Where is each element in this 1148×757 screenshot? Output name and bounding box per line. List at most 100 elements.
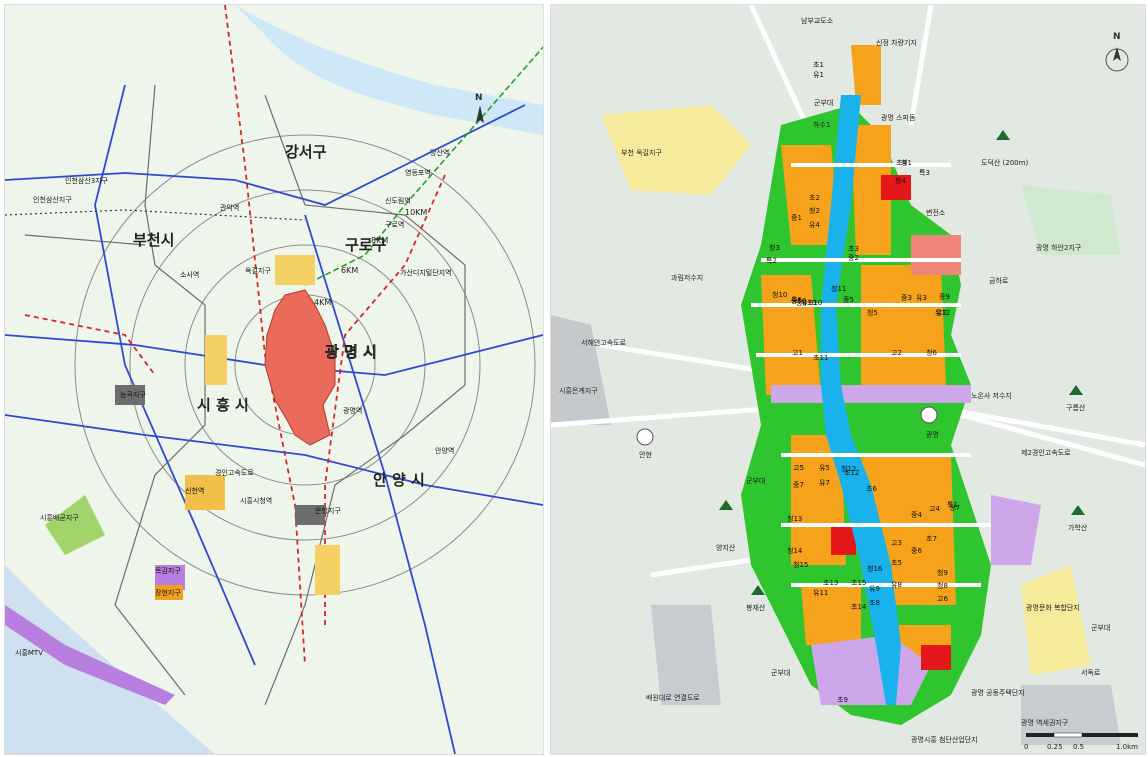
ring-10km [74, 134, 536, 596]
place-label: 금하로 [989, 276, 1009, 285]
highway-1 [5, 104, 526, 206]
place-label: 배원대로 연결도로 [646, 693, 700, 702]
place-label: 소사역 [180, 270, 199, 279]
lot-label: 고6 [937, 595, 948, 603]
place-label: 광명 스피돔 [881, 113, 916, 122]
place-label: 장현지구 [155, 588, 181, 597]
scale-bar: 0 0.25 0.5 1.0km [1024, 732, 1138, 751]
mountain-markers [719, 130, 1085, 595]
scale-segment [1053, 732, 1083, 738]
block-commercial-south [921, 645, 951, 670]
lot-label: 유7 [819, 479, 830, 487]
block-commercial-mid [831, 525, 856, 555]
block-res-2 [851, 125, 891, 255]
lot-label: 중2 [848, 254, 859, 262]
place-label: 구로역 [385, 220, 404, 229]
north-label: N [475, 93, 483, 103]
rail-line-1 [5, 209, 306, 221]
place-label: 신도림역 [385, 196, 411, 205]
development-districts [5, 255, 340, 705]
sea-area [5, 565, 215, 754]
lot-label: 유5 [819, 464, 830, 472]
place-label: 은행지구 [315, 506, 341, 515]
lot-label: 중5 [843, 296, 854, 304]
district-gwangmyeong-1 [295, 505, 325, 525]
rail-green-line [304, 46, 543, 286]
lot-label: 유9 [869, 585, 880, 593]
lot-label: 고5 [793, 464, 804, 472]
road-northeast [908, 5, 934, 126]
mountain-icon [751, 585, 765, 595]
place-label: 목감지구 [155, 566, 181, 575]
district-label-bucheon: 부천시 [133, 231, 174, 249]
lot-label: 청8 [937, 582, 948, 590]
place-label: 노온사 저수지 [971, 391, 1012, 400]
mountain-icon [719, 500, 733, 510]
district-siheung-4 [115, 385, 145, 405]
place-label: 관악역 [220, 203, 239, 212]
place-label: 가학산 [1068, 523, 1088, 532]
place-label: 옥길지구 [245, 266, 271, 275]
lot-label: 유12 [935, 309, 950, 317]
block-mixed-center [771, 385, 971, 403]
place-label: 광명역 [343, 406, 362, 415]
place-label: 시흥시청역 [240, 496, 272, 505]
block-res-4 [861, 265, 946, 385]
lot-label: 고2 [891, 349, 902, 357]
place-label: 시흥은계지구 [559, 386, 598, 395]
lot-label: 청2 [809, 207, 820, 215]
lot-label: 청16 [867, 565, 883, 573]
lot-label: 초8 [869, 599, 880, 607]
lot-label: 청5 [867, 309, 878, 317]
ring-labels: 4KM 6KM 8KM 10KM [314, 208, 427, 307]
highway-3 [5, 414, 543, 506]
lot-label: 초13 [823, 579, 838, 587]
mountain-icon [1071, 505, 1085, 515]
place-label: 과림저수지 [671, 273, 703, 282]
lot-label: 특3 [919, 169, 930, 177]
industrial-southwest [651, 605, 721, 705]
place-label: 남부교도소 [801, 16, 834, 25]
place-label: 양지산 [716, 543, 736, 552]
block-mixed-south [811, 635, 931, 705]
district-siheung-5 [205, 335, 227, 385]
lot-label: 중1 [791, 214, 802, 222]
north-label: N [1113, 32, 1121, 42]
place-label: 군부대 [746, 477, 765, 485]
district-north [275, 255, 315, 285]
lot-label: 중7 [793, 481, 804, 489]
block-commercial-north [881, 175, 911, 200]
block-res-9 [851, 45, 881, 105]
ring-label-4km: 4KM [314, 298, 331, 307]
lot-labels: 초1 중1 유1 청1 초2 유2 중2 청2 초3 고1 유3 중3 청3 초… [766, 61, 960, 704]
lot-label: 청10 [772, 291, 787, 299]
compass-icon [1113, 47, 1121, 61]
project-site-area [264, 289, 336, 446]
lot-label: 특1 [947, 501, 958, 509]
lot-label: 청13 [787, 515, 802, 523]
okgil-district [601, 105, 751, 195]
river-channel [821, 95, 901, 705]
rail-planned-3 [24, 314, 156, 376]
interchange-badges [636, 406, 938, 446]
mixed-use-blocks [771, 175, 971, 705]
place-label: 봉재산 [746, 603, 766, 612]
lot-label: 초4 [896, 159, 907, 167]
north-arrow: N [475, 93, 484, 123]
lot-label: 청12 [841, 465, 856, 473]
boundary-3 [24, 234, 146, 246]
lot-label: 청7 [949, 504, 960, 512]
ring-8km [129, 189, 481, 541]
lot-label: 초15 [851, 579, 866, 587]
compass-icon [476, 105, 484, 123]
place-label: 서독로 [1081, 668, 1101, 677]
lot-label: 유3 [916, 294, 927, 302]
district-anyang-1 [315, 545, 340, 595]
scale-segment [1026, 733, 1054, 737]
lot-label: 청6 [926, 349, 937, 357]
place-label: 신천역 [185, 486, 204, 495]
place-label: 부천 옥길지구 [621, 148, 662, 157]
place-label: 구름산 [1066, 403, 1086, 412]
lot-label: 유6 [791, 296, 802, 304]
place-labels: 남부교도소 신정 차량기지 광명 스피돔 도덕산 (200m) 부천 옥길지구 … [559, 16, 1110, 744]
